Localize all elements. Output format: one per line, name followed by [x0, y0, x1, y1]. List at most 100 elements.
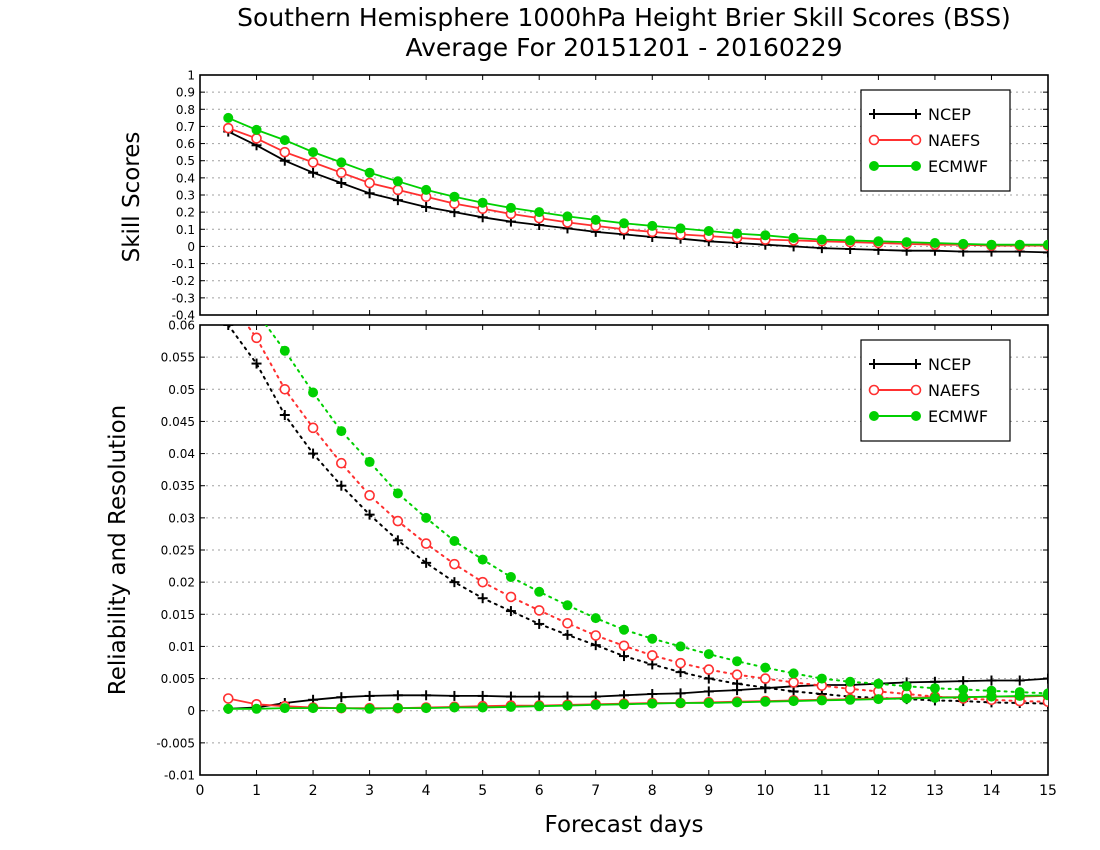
chart-title-line1: Southern Hemisphere 1000hPa Height Brier… — [237, 3, 1011, 32]
reliability-panel-y-tick-label: 0.045 — [161, 415, 195, 429]
ecmwf-reliability-point — [562, 700, 573, 711]
reliability-panel-y-tick-label: 0.03 — [168, 511, 195, 525]
ecmwf-reliability-point — [505, 701, 516, 712]
ecmwf-point — [562, 211, 573, 222]
ecmwf-reliability-point — [279, 703, 290, 714]
x-tick-label: 7 — [591, 783, 600, 799]
reliability-panel-y-tick-label: 0.05 — [168, 383, 195, 397]
skill-panel-y-tick-label: 0.3 — [176, 189, 195, 203]
ecmwf-reliability-point — [619, 699, 629, 710]
ecmwf-reliability-point — [251, 703, 262, 714]
ecmwf-reliability-point — [816, 695, 827, 706]
ncep-point — [1043, 247, 1048, 258]
ecmwf-point — [873, 236, 884, 247]
ncep-reliability-point — [364, 690, 375, 701]
ecmwf-resolution-point — [845, 676, 856, 687]
ncep-resolution-point — [364, 509, 375, 520]
ecmwf-resolution-point — [449, 536, 460, 546]
naefs-resolution-point — [646, 650, 658, 661]
ecmwf-reliability-point — [845, 694, 856, 705]
skill-panel-legend-marker — [911, 109, 921, 119]
ecmwf-point — [1043, 239, 1048, 250]
reliability-panel-legend-label: ECMWF — [928, 407, 988, 426]
ecmwf-point — [477, 197, 488, 208]
x-tick-label: 12 — [869, 783, 887, 799]
reliability-panel-legend-marker — [911, 411, 921, 421]
ecmwf-reliability-point — [703, 698, 714, 708]
skill-panel-legend-marker — [910, 134, 922, 146]
x-axis-label: Forecast days — [545, 812, 704, 838]
ecmwf-reliability-point — [308, 703, 319, 714]
skill-panel-y-tick-label: 0.1 — [176, 223, 195, 237]
ncep-resolution-point — [421, 557, 432, 568]
reliability-panel-y-tick-label: 0 — [187, 704, 195, 718]
ecmwf-point — [223, 112, 234, 123]
ecmwf-point — [364, 167, 375, 178]
ecmwf-resolution-point — [1014, 687, 1025, 698]
ecmwf-resolution-point — [392, 488, 403, 499]
ncep-resolution-point — [279, 410, 290, 420]
reliability-panel-y-tick-label: -0.01 — [164, 769, 195, 783]
ecmwf-point — [308, 147, 319, 158]
naefs-resolution-point — [618, 640, 630, 652]
skill-panel-frame — [199, 74, 1049, 316]
skill-panel-y-tick-label: 0.7 — [176, 120, 195, 134]
ncep-resolution-point — [308, 448, 319, 459]
ecmwf-reliability-point — [958, 692, 969, 703]
ncep-resolution-point — [505, 606, 516, 617]
ecmwf-reliability-point — [534, 701, 545, 712]
ecmwf-point — [534, 207, 545, 218]
reliability-panel-legend: NCEP NAEFS ECMWF — [860, 339, 1011, 442]
ncep-resolution-point — [477, 593, 488, 604]
ecmwf-point — [619, 218, 629, 229]
naefs-resolution-point — [788, 677, 799, 688]
ecmwf-point — [421, 184, 432, 195]
ecmwf-reliability-point — [929, 692, 940, 703]
ecmwf-point — [449, 191, 460, 202]
ecmwf-point — [929, 238, 940, 248]
ncep-point — [364, 188, 375, 199]
ncep-resolution-point — [703, 673, 714, 684]
ecmwf-resolution-point — [308, 387, 319, 398]
ncep-resolution-point — [619, 651, 629, 662]
ecmwf-reliability-point — [873, 694, 884, 705]
skill-panel-y-tick-label: 0 — [187, 240, 195, 254]
chart-title-line2: Average For 20151201 - 20160229 — [405, 33, 842, 62]
ncep-resolution-point — [562, 629, 573, 640]
ecmwf-point — [647, 220, 658, 231]
ecmwf-resolution-point — [1043, 688, 1048, 699]
skill-panel-legend-marker — [868, 134, 880, 146]
x-tick-label: 5 — [478, 783, 487, 799]
ncep-reliability-point — [477, 690, 488, 701]
ecmwf-point — [279, 135, 290, 146]
skill-panel-legend-label: ECMWF — [928, 157, 988, 176]
ecmwf-reliability-point — [477, 702, 488, 713]
skill-panel-y-tick-label: -0.2 — [172, 274, 195, 288]
skill-panel-legend-label: NAEFS — [928, 131, 980, 150]
naefs-resolution-point — [336, 457, 347, 469]
ecmwf-point — [675, 223, 686, 234]
naefs-resolution-point — [449, 558, 460, 570]
ncep-resolution-point — [223, 325, 234, 330]
ecmwf-reliability-point — [449, 702, 460, 713]
skill-panel-legend: NCEP NAEFS ECMWF — [860, 89, 1011, 192]
naefs-resolution-point — [477, 576, 488, 588]
ecmwf-resolution-point — [336, 426, 347, 437]
skill-panel-y-tick-label: 0.5 — [176, 154, 195, 168]
ncep-resolution-line — [227, 325, 1048, 705]
ecmwf-resolution-point — [534, 586, 545, 597]
ncep-reliability-point — [703, 686, 714, 697]
ecmwf-point — [901, 237, 912, 248]
reliability-panel-y-tick-label: 0.015 — [161, 608, 195, 622]
ecmwf-reliability-point — [901, 693, 912, 704]
ncep-reliability-point — [675, 688, 686, 699]
x-tick-label: 10 — [756, 783, 774, 799]
ecmwf-resolution-point — [619, 624, 629, 635]
x-tick-label: 1 — [252, 783, 261, 799]
reliability-panel: -0.01 -0.005 0 0.005 0.01 0.015 0.02 0.025 0.03 0… — [156, 319, 1057, 800]
naefs-point — [222, 122, 234, 134]
ecmwf-resolution-point — [958, 684, 969, 695]
plot-layer: -0.4 -0.3 -0.2 -0.1 0 0.1 0.2 0.3 0.4 0.5 0.6 0.7 0.… — [156, 69, 1057, 800]
x-tick-label: 3 — [365, 783, 374, 799]
